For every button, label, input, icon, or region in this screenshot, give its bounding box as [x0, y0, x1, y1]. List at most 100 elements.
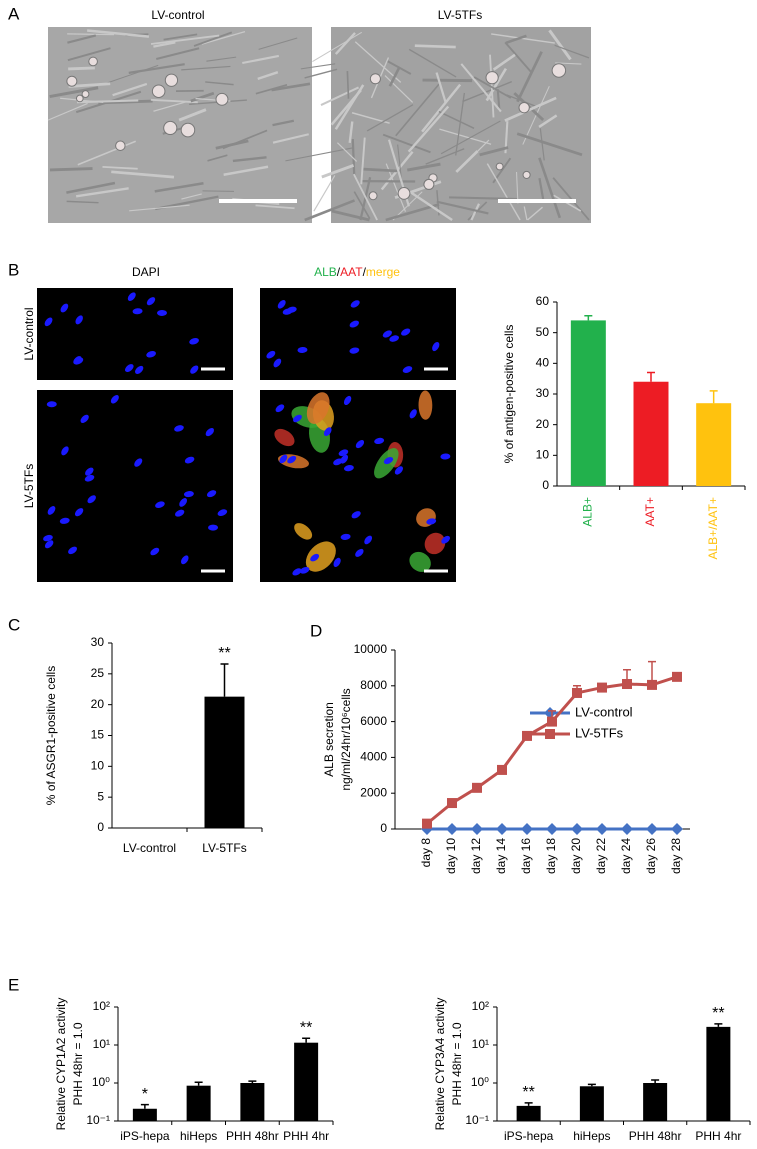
cell-texture: [66, 181, 116, 194]
cell-texture: [285, 147, 354, 162]
nucleus: [440, 453, 451, 460]
y-tick-label: 10²: [472, 999, 489, 1013]
nucleus: [60, 303, 69, 313]
y-axis-label: PHH 48hr = 1.0: [450, 1022, 464, 1105]
nucleus: [146, 351, 156, 358]
cell-texture: [47, 102, 88, 121]
cell-texture: [485, 67, 508, 102]
panel-label: E: [8, 975, 19, 994]
cell-texture: [352, 173, 378, 221]
nucleus: [208, 524, 219, 531]
row-label: LV-control: [22, 307, 36, 360]
cell-texture: [414, 44, 456, 49]
x-tick-label: iPS-hepa: [504, 1129, 554, 1143]
marker: [572, 687, 582, 698]
cell-body: [66, 75, 78, 87]
marker: [596, 823, 608, 835]
cell-texture: [181, 193, 202, 200]
cell-body: [164, 73, 179, 87]
cell-body: [369, 73, 381, 85]
column-title: DAPI: [132, 265, 160, 279]
nucleus: [181, 555, 189, 565]
cell-texture: [153, 101, 186, 112]
nucleus: [132, 308, 143, 315]
cell-texture: [439, 128, 492, 145]
legend-label: LV-5TFs: [575, 725, 624, 740]
cell-texture: [128, 63, 185, 74]
image-title: LV-control: [151, 8, 204, 22]
y-axis-label: Relative CYP1A2 activity: [54, 998, 68, 1131]
marker: [647, 679, 657, 690]
cell-texture: [460, 63, 502, 113]
fluorescence-image: [37, 288, 233, 380]
cell-texture: [436, 200, 489, 215]
cell-texture: [505, 34, 527, 44]
nucleus: [364, 535, 373, 545]
cell-texture: [300, 63, 336, 70]
cell-texture: [462, 80, 513, 103]
micrographs: [47, 27, 591, 223]
cell-texture: [206, 56, 237, 62]
error-bar: [524, 1102, 533, 1106]
cell-texture: [77, 140, 137, 166]
nucleus: [206, 490, 217, 498]
y-axis-label: ng/ml/24hr/10⁶cells: [339, 688, 353, 790]
nucleus: [355, 548, 364, 557]
y-axis-label: % of ASGR1-positive cells: [44, 666, 58, 805]
cell-texture: [334, 32, 356, 55]
cell-texture: [205, 81, 234, 86]
panel-label: B: [8, 260, 19, 279]
nucleus: [146, 297, 156, 306]
cell-texture: [422, 78, 473, 83]
error-bar: [714, 1023, 723, 1027]
nucleus: [292, 414, 302, 423]
cell-texture: [385, 203, 440, 222]
y-tick-label: 60: [536, 294, 550, 308]
x-tick-label: LV-control: [123, 841, 176, 855]
marker: [546, 823, 558, 835]
nucleus: [174, 509, 185, 517]
nucleus: [349, 320, 360, 328]
x-tick-label: ALB+/AAT+: [706, 497, 720, 559]
cell-body: [163, 120, 178, 136]
cell-texture: [67, 33, 115, 36]
nucleus: [343, 465, 354, 472]
cell-texture: [207, 154, 228, 162]
cell-texture: [75, 187, 129, 198]
cell-texture: [516, 51, 543, 103]
marker: [522, 730, 532, 741]
panel-label: C: [8, 615, 20, 634]
nucleus: [43, 534, 53, 542]
cell-texture: [407, 105, 450, 153]
x-tick-label: day 24: [619, 838, 633, 874]
nucleus: [155, 501, 165, 509]
marker: [472, 782, 482, 793]
nucleus: [189, 338, 199, 345]
x-tick-label: hiHeps: [573, 1129, 610, 1143]
cell-texture: [49, 167, 93, 172]
x-tick-label: hiHeps: [180, 1129, 217, 1143]
marker: [497, 764, 507, 775]
marker: [621, 823, 633, 835]
cell-texture: [312, 31, 363, 63]
cell-texture: [258, 37, 298, 50]
nucleus: [401, 328, 411, 336]
cell-body: [115, 140, 126, 151]
cell-texture: [272, 119, 295, 127]
nucleus: [275, 404, 285, 413]
bar: [706, 1026, 731, 1121]
significance-label: **: [218, 645, 230, 662]
x-tick-label: day 12: [469, 838, 483, 874]
cell-body: [397, 187, 411, 200]
x-tick-label: day 26: [644, 838, 658, 874]
cell-texture: [331, 209, 370, 222]
cell-texture: [353, 191, 371, 220]
cell-texture: [410, 191, 453, 222]
column-title: ALB/AAT/merge: [314, 265, 400, 279]
nucleus: [351, 511, 361, 519]
nucleus: [297, 346, 308, 353]
cell-texture: [193, 31, 233, 47]
nucleus: [299, 566, 310, 574]
x-tick-label: PHH 4hr: [695, 1129, 741, 1143]
cell-texture: [363, 167, 401, 173]
